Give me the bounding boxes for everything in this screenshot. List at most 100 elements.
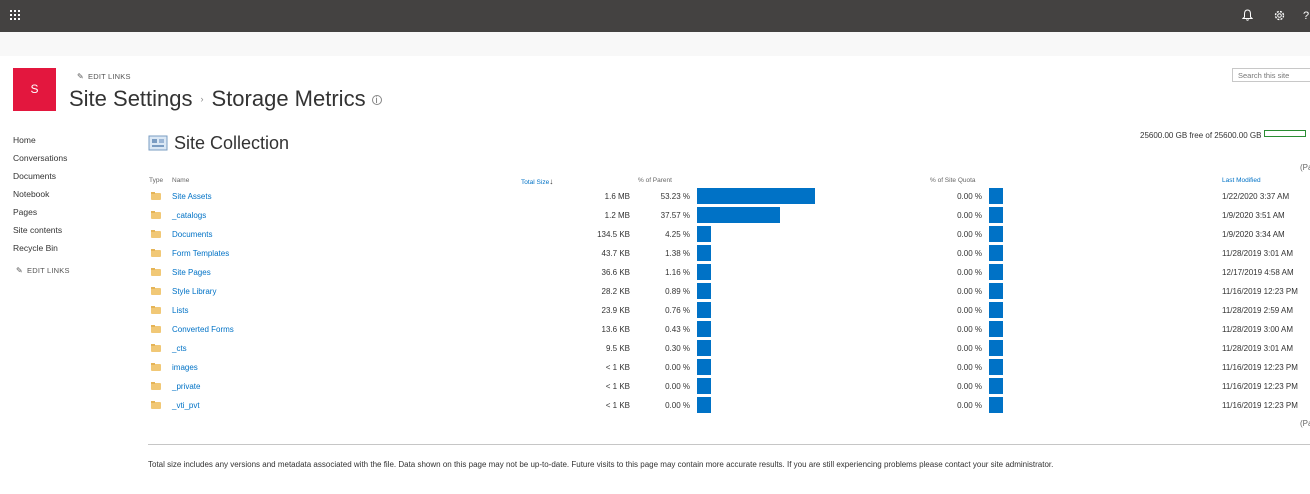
row-pct-quota: 0.00 %	[957, 363, 982, 372]
row-size: 9.5 KB	[605, 344, 630, 353]
suite-bar: ?	[0, 0, 1310, 32]
table-row[interactable]: images < 1 KB 0.00 % 0.00 % 11/16/2019 12:23…	[0, 358, 1310, 377]
table-row[interactable]: Converted Forms 13.6 KB 0.43 % 0.00 % 11/28/…	[0, 320, 1310, 339]
table-row[interactable]: Site Pages 36.6 KB 1.16 % 0.00 % 12/17/2019 …	[0, 263, 1310, 282]
help-icon[interactable]: ?	[1303, 10, 1310, 22]
nav-item-conversations[interactable]: Conversations	[13, 153, 68, 163]
row-name-link[interactable]: images	[172, 363, 198, 372]
pct-quota-bar	[989, 302, 1003, 318]
table-row[interactable]: Form Templates 43.7 KB 1.38 % 0.00 % 11/28/2…	[0, 244, 1310, 263]
nav-item-pages[interactable]: Pages	[13, 207, 38, 217]
row-pct-parent: 0.76 %	[665, 306, 690, 315]
pct-parent-bar	[697, 397, 711, 413]
pencil-icon: ✎	[16, 266, 23, 275]
column-header-pct-quota[interactable]: % of Site Quota	[930, 177, 976, 184]
pct-parent-bar	[697, 207, 780, 223]
folder-icon	[151, 210, 161, 219]
folder-icon	[151, 267, 161, 276]
column-header-total-size-label: Total Size	[521, 179, 550, 186]
quota-indicator: 25600.00 GB free of 25600.00 GB	[1140, 130, 1307, 140]
row-pct-quota: 0.00 %	[957, 268, 982, 277]
row-name-link[interactable]: _vti_pvt	[172, 401, 200, 410]
breadcrumb-separator: ›	[200, 94, 204, 104]
pct-parent-bar	[697, 340, 711, 356]
row-pct-parent: 0.30 %	[665, 344, 690, 353]
pct-parent-bar	[697, 359, 711, 375]
row-last-modified: 11/28/2019 2:59 AM	[1222, 306, 1294, 315]
page-title: Site Settings › Storage Metrics i	[69, 86, 382, 112]
row-name-link[interactable]: Lists	[172, 306, 189, 315]
row-size: < 1 KB	[605, 363, 630, 372]
quick-launch: Home Conversations Documents Notebook Pa…	[13, 131, 67, 257]
row-size: 1.6 MB	[604, 192, 630, 201]
pct-quota-bar	[989, 321, 1003, 337]
pct-quota-bar	[989, 283, 1003, 299]
row-name-link[interactable]: _cts	[172, 344, 187, 353]
row-pct-parent: 0.00 %	[665, 382, 690, 391]
table-row[interactable]: _private < 1 KB 0.00 % 0.00 % 11/16/2019 12:…	[0, 377, 1310, 396]
row-pct-quota: 0.00 %	[957, 382, 982, 391]
paging-top[interactable]: (Pa	[1300, 163, 1310, 172]
site-logo[interactable]: S	[13, 68, 56, 111]
row-size: 1.2 MB	[604, 211, 630, 220]
column-header-last-modified[interactable]: Last Modified	[1222, 177, 1261, 184]
info-icon[interactable]: i	[371, 95, 382, 105]
nav-item-documents[interactable]: Documents	[13, 171, 56, 181]
folder-icon	[151, 286, 161, 295]
edit-links-label: EDIT LINKS	[88, 72, 131, 81]
table-row[interactable]: Style Library 28.2 KB 0.89 % 0.00 % 11/16/20…	[0, 282, 1310, 301]
search-input[interactable]: Search this site	[1232, 68, 1310, 82]
paging-bottom[interactable]: (Pa	[1300, 419, 1310, 428]
pct-quota-bar	[989, 397, 1003, 413]
ribbon-strip	[0, 32, 1310, 56]
pct-parent-bar	[697, 321, 711, 337]
row-name-link[interactable]: _catalogs	[172, 211, 207, 220]
folder-icon	[151, 343, 161, 352]
row-size: 28.2 KB	[601, 287, 630, 296]
row-last-modified: 11/16/2019 12:23 PM	[1222, 363, 1298, 372]
pct-quota-bar	[989, 207, 1003, 223]
table-row[interactable]: Site Assets 1.6 MB 53.23 % 0.00 % 1/22/2020 …	[0, 187, 1310, 206]
waffle-icon[interactable]	[10, 10, 22, 22]
nav-item-recycle-bin[interactable]: Recycle Bin	[13, 243, 58, 253]
table-row[interactable]: Lists 23.9 KB 0.76 % 0.00 % 11/28/2019 2:59 …	[0, 301, 1310, 320]
bell-icon[interactable]	[1241, 9, 1254, 24]
column-header-name[interactable]: Name	[172, 177, 190, 184]
nav-item-home[interactable]: Home	[13, 135, 36, 145]
table-row[interactable]: _catalogs 1.2 MB 37.57 % 0.00 % 1/9/2020 3:5…	[0, 206, 1310, 225]
row-name-link[interactable]: Site Pages	[172, 268, 211, 277]
gear-icon[interactable]	[1273, 9, 1286, 25]
row-pct-parent: 4.25 %	[665, 230, 690, 239]
breadcrumb-parent[interactable]: Site Settings	[69, 86, 193, 111]
row-pct-quota: 0.00 %	[957, 230, 982, 239]
table-row[interactable]: _cts 9.5 KB 0.30 % 0.00 % 11/28/2019 3:01 AM	[0, 339, 1310, 358]
pct-quota-bar	[989, 264, 1003, 280]
pct-parent-bar	[697, 188, 815, 204]
row-name-link[interactable]: Site Assets	[172, 192, 212, 201]
row-size: 13.6 KB	[601, 325, 630, 334]
table-row[interactable]: Documents 134.5 KB 4.25 % 0.00 % 1/9/2020 3:…	[0, 225, 1310, 244]
table-row[interactable]: _vti_pvt < 1 KB 0.00 % 0.00 % 11/16/2019 12:…	[0, 396, 1310, 415]
row-name-link[interactable]: Converted Forms	[172, 325, 234, 334]
column-header-pct-parent[interactable]: % of Parent	[638, 177, 672, 184]
row-name-link[interactable]: Style Library	[172, 287, 217, 296]
pencil-icon: ✎	[77, 72, 84, 81]
edit-links-nav[interactable]: ✎ EDIT LINKS	[16, 266, 70, 275]
column-header-total-size[interactable]: Total Size↓	[521, 177, 553, 186]
row-last-modified: 11/16/2019 12:23 PM	[1222, 382, 1298, 391]
edit-links-top[interactable]: ✎ EDIT LINKS	[77, 72, 131, 81]
nav-item-site-contents[interactable]: Site contents	[13, 225, 63, 235]
pct-parent-bar	[697, 226, 711, 242]
pct-quota-bar	[989, 378, 1003, 394]
row-last-modified: 11/28/2019 3:01 AM	[1222, 344, 1294, 353]
row-last-modified: 11/28/2019 3:00 AM	[1222, 325, 1294, 334]
row-pct-quota: 0.00 %	[957, 249, 982, 258]
row-pct-parent: 53.23 %	[660, 192, 690, 201]
sort-arrow-icon: ↓	[549, 177, 554, 186]
row-name-link[interactable]: _private	[172, 382, 201, 391]
folder-icon	[151, 400, 161, 409]
nav-item-notebook[interactable]: Notebook	[13, 189, 50, 199]
row-pct-quota: 0.00 %	[957, 192, 982, 201]
row-name-link[interactable]: Form Templates	[172, 249, 230, 258]
row-name-link[interactable]: Documents	[172, 230, 213, 239]
